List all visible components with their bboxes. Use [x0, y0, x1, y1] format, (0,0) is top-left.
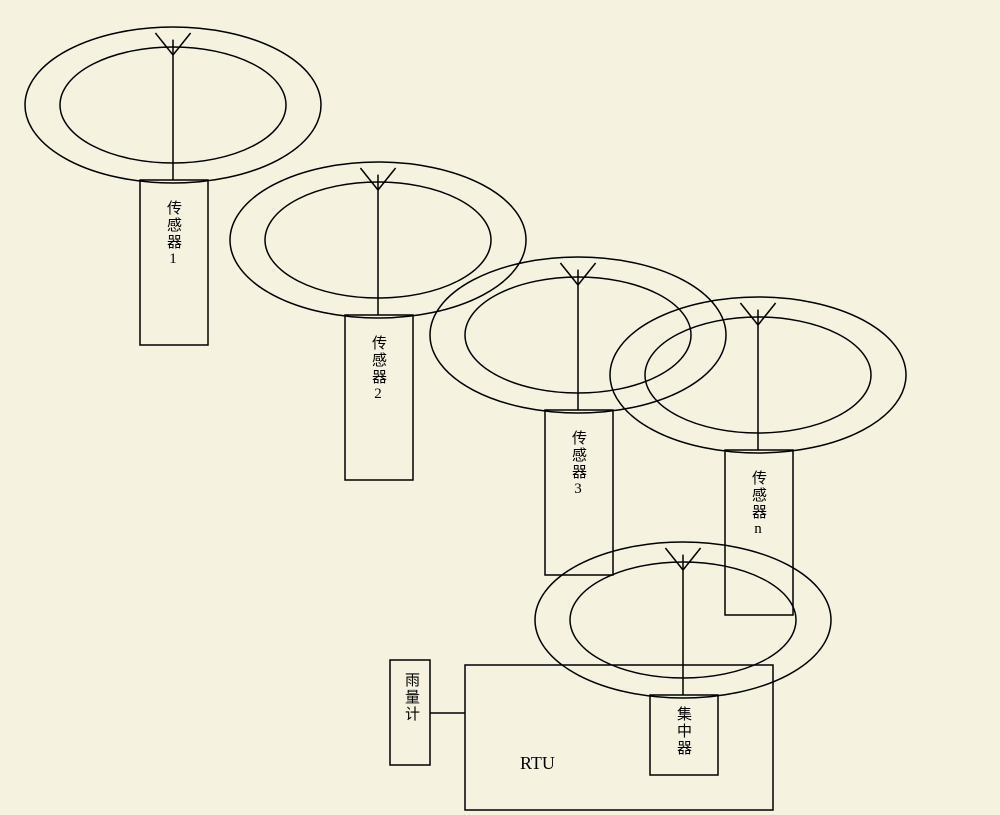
rain-gauge-label: 雨量计 [403, 672, 418, 723]
sensor3-label: 传感器3 [570, 430, 585, 499]
background [0, 0, 1000, 815]
concentrator-label: 集中器 [675, 706, 690, 757]
rtu-label: RTU [520, 753, 555, 774]
sensorN-label: 传感器n [750, 470, 765, 539]
sensor2-label: 传感器2 [370, 335, 385, 404]
sensor1-label: 传感器1 [165, 200, 180, 269]
diagram-canvas [0, 0, 1000, 815]
